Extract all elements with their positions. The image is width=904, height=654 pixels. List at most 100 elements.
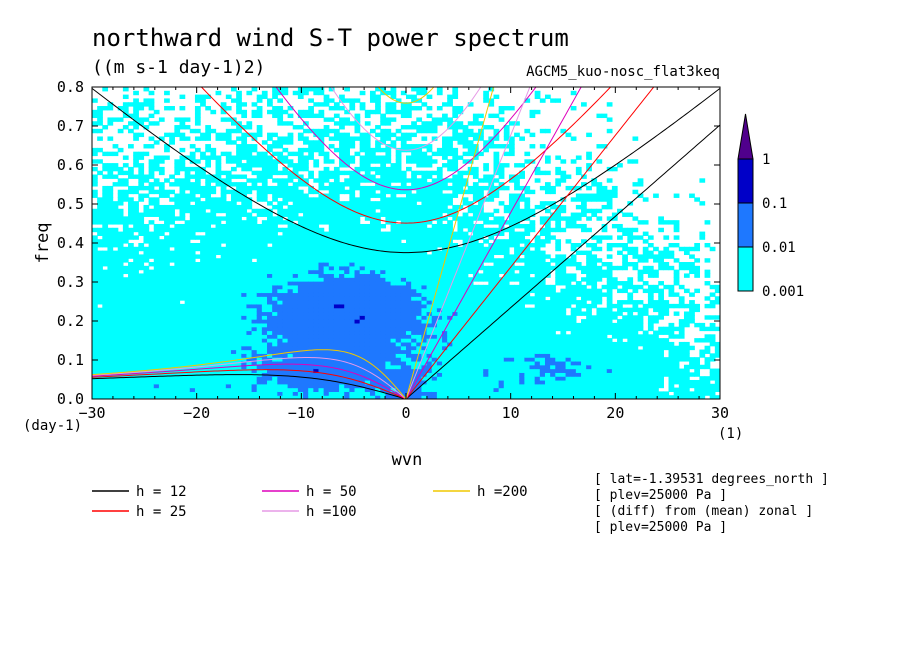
heatmap-cell xyxy=(339,216,345,221)
heatmap-cell xyxy=(297,250,304,256)
heatmap-cell xyxy=(364,216,371,221)
heatmap-cell xyxy=(416,277,423,282)
heatmap-cell xyxy=(97,338,103,343)
heatmap-cell xyxy=(184,178,191,183)
heatmap-cell xyxy=(128,102,134,107)
heatmap-cell xyxy=(462,144,469,149)
heatmap-cell xyxy=(133,250,139,256)
heatmap-cell xyxy=(230,311,237,316)
heatmap-cell xyxy=(215,262,222,267)
heatmap-cell xyxy=(442,254,448,259)
heatmap-cell xyxy=(447,121,453,126)
heatmap-cell xyxy=(128,345,134,351)
heatmap-cell xyxy=(375,300,381,305)
heatmap-cell xyxy=(349,372,356,377)
heatmap-cell xyxy=(411,144,417,149)
heatmap-cell xyxy=(287,315,294,320)
heatmap-cell xyxy=(462,364,469,370)
heatmap-cell xyxy=(421,201,428,206)
heatmap-cell xyxy=(400,212,407,217)
heatmap-cell xyxy=(385,349,392,354)
heatmap-cell xyxy=(385,201,392,206)
heatmap-cell xyxy=(205,292,211,297)
heatmap-cell xyxy=(308,360,314,366)
heatmap-cell xyxy=(107,322,114,328)
heatmap-cell xyxy=(297,197,304,202)
heatmap-cell xyxy=(261,166,268,172)
heatmap-cell xyxy=(158,307,165,313)
heatmap-cell xyxy=(200,273,206,278)
heatmap-cell xyxy=(189,223,196,229)
heatmap-cell xyxy=(333,121,340,126)
heatmap-cell xyxy=(282,379,289,385)
heatmap-cell xyxy=(421,235,428,240)
heatmap-cell xyxy=(251,208,258,214)
heatmap-cell xyxy=(236,174,242,179)
heatmap-cell xyxy=(467,379,474,385)
heatmap-cell xyxy=(478,322,484,328)
heatmap-cell xyxy=(380,326,387,332)
heatmap-cell xyxy=(174,163,181,168)
heatmap-cell xyxy=(395,330,402,335)
heatmap-cell xyxy=(122,387,129,392)
heatmap-cell xyxy=(117,273,124,278)
heatmap-cell xyxy=(349,155,356,160)
heatmap-cell xyxy=(287,163,294,168)
heatmap-cell xyxy=(261,345,268,351)
heatmap-cell xyxy=(472,334,479,339)
heatmap-cell xyxy=(292,212,299,217)
heatmap-cell xyxy=(359,315,366,320)
heatmap-cell xyxy=(390,258,397,263)
heatmap-cell xyxy=(318,288,325,294)
heatmap-cell xyxy=(333,208,340,214)
heatmap-cell xyxy=(143,345,150,351)
heatmap-cell xyxy=(318,349,325,354)
heatmap-cell xyxy=(179,387,186,392)
heatmap-cell xyxy=(282,269,289,275)
heatmap-cell xyxy=(369,311,376,316)
heatmap-cell xyxy=(421,372,428,377)
heatmap-cell xyxy=(385,117,392,122)
heatmap-cell xyxy=(246,292,253,297)
heatmap-cell xyxy=(436,265,443,271)
heatmap-cell xyxy=(364,315,371,320)
heatmap-cell xyxy=(297,391,304,396)
heatmap-cell xyxy=(128,383,134,389)
heatmap-cell xyxy=(215,284,222,290)
heatmap-cell xyxy=(241,315,248,320)
heatmap-cell xyxy=(467,185,474,191)
heatmap-cell xyxy=(328,376,335,381)
heatmap-cell xyxy=(390,163,397,168)
heatmap-cell xyxy=(457,311,464,316)
heatmap-cell xyxy=(313,159,320,164)
heatmap-cell xyxy=(442,201,448,206)
heatmap-cell xyxy=(267,281,273,286)
heatmap-cell xyxy=(230,208,237,214)
heatmap-cell xyxy=(354,330,361,335)
heatmap-cell xyxy=(328,189,335,195)
heatmap-cell xyxy=(400,109,407,115)
heatmap-cell xyxy=(467,269,474,275)
heatmap-cell xyxy=(385,284,392,290)
heatmap-cell xyxy=(107,212,114,217)
heatmap-cell xyxy=(431,307,438,313)
heatmap-cell xyxy=(122,102,129,107)
heatmap-cell xyxy=(467,262,474,267)
heatmap-cell xyxy=(230,193,237,198)
heatmap-cell xyxy=(380,315,387,320)
heatmap-cell xyxy=(97,147,103,153)
heatmap-cell xyxy=(215,307,222,313)
heatmap-cell xyxy=(385,353,392,358)
heatmap-cell xyxy=(261,349,268,354)
heatmap-cell xyxy=(400,197,407,202)
heatmap-cell xyxy=(148,170,155,176)
heatmap-cell xyxy=(189,193,196,198)
heatmap-cell xyxy=(236,315,242,320)
heatmap-cell xyxy=(426,303,433,309)
heatmap-cell xyxy=(442,262,448,267)
heatmap-cell xyxy=(97,277,103,282)
heatmap-cell xyxy=(380,296,387,301)
heatmap-cell xyxy=(225,303,232,309)
heatmap-cell xyxy=(333,319,340,324)
